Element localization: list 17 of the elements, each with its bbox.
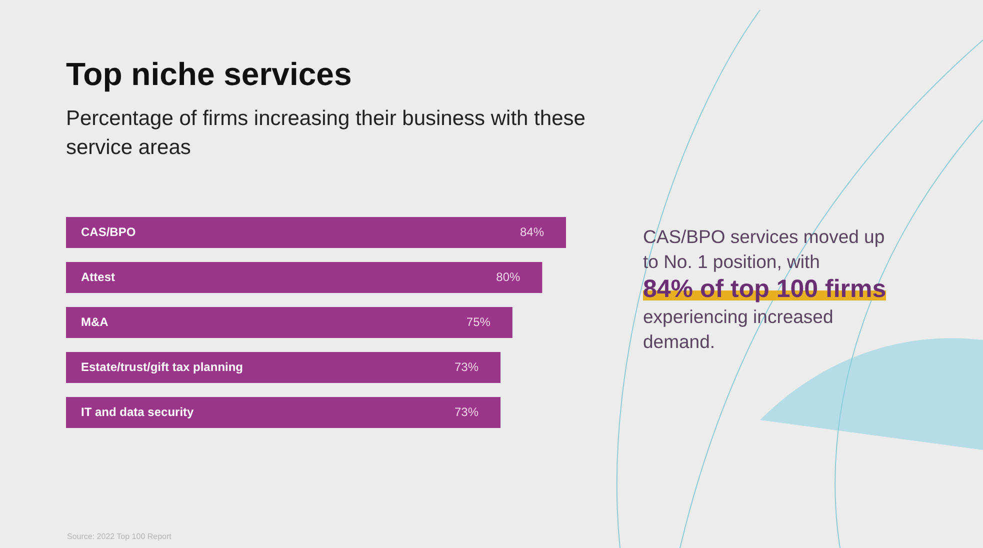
data-label: 80% — [496, 270, 521, 284]
y-tick-label: Estate/trust/gift tax planning — [81, 360, 244, 374]
y-tick-label: IT and data security — [81, 404, 194, 419]
bar — [66, 352, 501, 384]
bar — [66, 216, 566, 248]
y-tick-label: Attest — [81, 270, 116, 284]
bar — [66, 262, 542, 294]
data-label: 75% — [466, 314, 491, 329]
chart-subtitle: Percentage of firms increasing their business with these service areas — [66, 106, 586, 161]
chart-title: Top niche services — [66, 56, 352, 93]
data-label: 84% — [520, 224, 544, 239]
data-label: 73% — [454, 360, 479, 374]
bar — [66, 396, 501, 428]
bar — [66, 306, 512, 338]
y-tick-label: M&A — [81, 314, 109, 329]
y-tick-label: CAS/BPO — [81, 224, 136, 239]
data-label: 73% — [454, 404, 479, 419]
